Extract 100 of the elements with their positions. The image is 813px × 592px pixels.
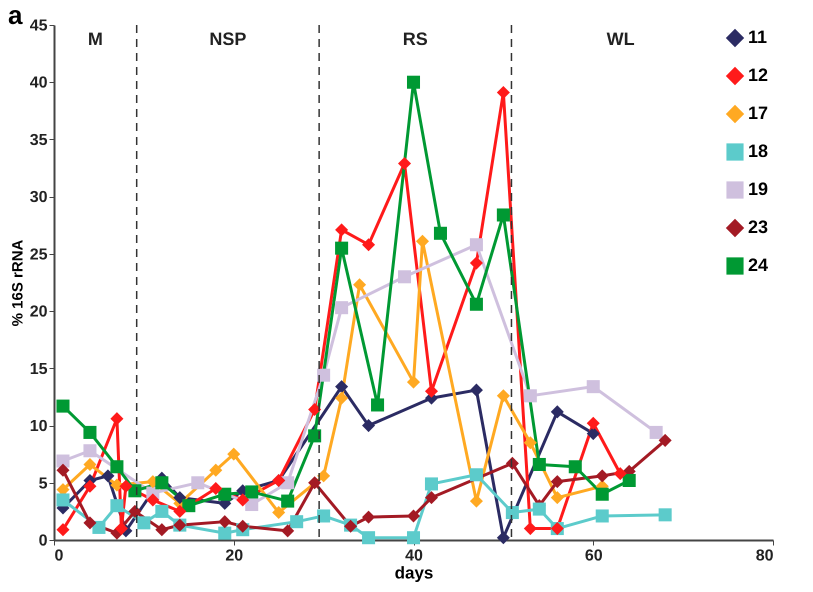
point [596,469,609,482]
annotation: WL [606,29,635,49]
point [434,226,447,240]
point [524,436,537,450]
point [406,376,420,389]
point [308,476,322,490]
point [362,238,376,252]
x-tick-label: 60 [584,548,603,564]
legend-label: 12 [748,65,768,85]
point [532,458,546,471]
point [56,454,70,468]
point [496,531,510,544]
point [470,298,483,311]
point [83,516,96,530]
y-tick-label: 20 [30,304,48,321]
point [110,460,124,474]
point [209,464,222,477]
point [56,493,70,506]
y-axis-title: % 16S rRNA [10,239,27,326]
point [416,234,430,248]
point [496,86,510,100]
point [398,270,412,284]
legend-label: 17 [748,103,768,123]
y-tick-label: 25 [30,246,48,264]
point [56,400,70,413]
point [406,531,420,544]
point [290,515,304,528]
legend-label: 11 [748,27,768,47]
point [308,403,322,416]
point [362,419,376,432]
point [398,156,412,170]
point [470,384,483,397]
point [506,506,519,520]
point [191,476,204,490]
point [218,515,232,528]
y-tick-label: 5 [38,475,48,492]
point [335,242,348,255]
point [317,509,330,522]
y-tick-label: 15 [30,360,48,378]
point [92,520,106,534]
point [83,426,96,439]
point [173,491,186,504]
point [371,398,384,412]
point [550,491,564,504]
point [406,76,420,89]
point [83,444,96,458]
point [209,482,222,496]
legend-label: 24 [748,255,768,275]
point [146,493,160,506]
point [236,493,250,506]
point [650,426,663,439]
point [362,531,376,544]
point [658,434,672,447]
x-tick-label: 0 [54,548,64,564]
y-tick-label: 30 [30,189,48,206]
point [550,405,564,418]
point [281,494,294,508]
point [586,427,600,440]
text: a [8,0,22,31]
point [614,467,627,480]
point [137,516,150,530]
y-tick-label: 40 [30,74,48,92]
point [218,488,232,501]
point [173,504,186,518]
point [470,256,483,270]
point [586,416,600,430]
point [470,468,483,482]
point [245,485,258,498]
point [496,208,510,222]
point [550,475,564,488]
point [83,458,96,471]
point [524,522,537,536]
y-tick-label: 45 [30,18,48,34]
x-tick-label: 80 [756,548,774,564]
point [470,238,483,252]
point [119,480,132,493]
point [182,499,196,512]
point [596,509,609,522]
point [596,488,609,501]
annotation: M [88,29,103,49]
point [317,368,330,382]
point [335,380,348,394]
point [155,476,168,490]
point [658,508,672,522]
point [218,526,232,540]
x-tick-label: 40 [405,548,423,564]
point [155,504,168,518]
point [424,384,438,398]
legend-label: 19 [748,179,768,199]
point [353,278,366,292]
point [424,491,438,504]
point [114,522,128,536]
point [424,477,438,490]
point [83,480,96,493]
point [56,523,70,536]
x-axis-title: days [394,564,434,582]
y-tick-label: 35 [30,132,48,149]
point [155,523,168,536]
point [586,380,600,394]
point [56,464,70,477]
